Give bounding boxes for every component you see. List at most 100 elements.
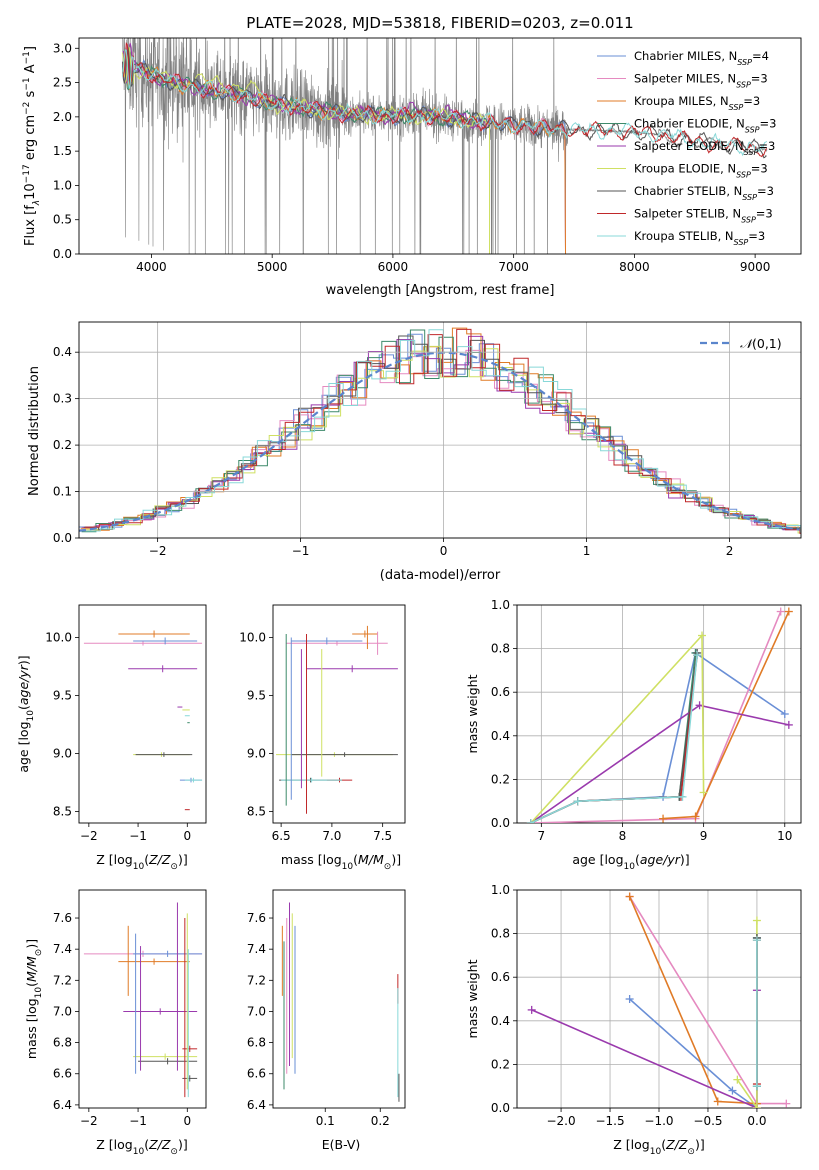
y-tick-label: 6.4	[247, 1098, 266, 1112]
label-part: 10	[26, 710, 36, 722]
label-part: SSP	[744, 148, 759, 157]
label-part: ⊙	[34, 949, 44, 957]
y-tick-label: 2.0	[53, 110, 72, 124]
label-part: (	[661, 1137, 666, 1152]
y-axis-label: mass [log10(M/M⊙)]	[24, 939, 44, 1059]
y-tick-label: 0.4	[53, 345, 72, 359]
y-axis-label: mass weight	[465, 959, 480, 1038]
x-tick-label: 0	[183, 1114, 191, 1128]
y-tick-label: 7.4	[53, 942, 72, 956]
label-part: SSP	[729, 103, 744, 112]
label-part: ⊙	[170, 862, 178, 872]
legend-label: Chabrier ELODIE, NSSP=3	[634, 117, 776, 135]
label-part: (	[144, 852, 149, 867]
label-part: =3	[748, 229, 765, 243]
label-part: mass weight	[465, 959, 480, 1038]
label-part: )]	[178, 852, 188, 867]
y-tick-label: 6.6	[247, 1067, 266, 1081]
spectrum-ylabel: Flux [fλ10−17 erg cm−2 s−1 A−1]	[22, 46, 42, 246]
y-tick-label: 0.8	[491, 927, 510, 941]
axes-frame	[272, 889, 406, 1109]
histogram-legend: 𝒩(0,1)	[700, 336, 782, 351]
label-part: =3	[760, 117, 777, 131]
label-part: Chabrier ELODIE, N	[634, 117, 745, 131]
y-tick-label: 7.6	[53, 911, 72, 925]
legend-label: Kroupa MILES, NSSP=3	[634, 94, 760, 112]
y-tick-label: 3.0	[53, 41, 72, 55]
x-tick-label: 8000	[619, 260, 650, 274]
y-tick-label: 0.4	[491, 729, 510, 743]
label-part: SSP	[736, 80, 751, 89]
label-part: erg cm	[23, 115, 38, 164]
legend-label: Kroupa STELIB, NSSP=3	[634, 229, 765, 247]
panel-plot-area	[83, 630, 203, 811]
model-spectrum-line	[122, 42, 768, 158]
x-tick-label: 9	[700, 829, 708, 843]
y-tick-label: 0.2	[491, 1057, 510, 1071]
label-part: −1	[22, 51, 32, 64]
x-tick-label: −1	[292, 544, 310, 558]
x-tick-label: −0.5	[693, 1114, 722, 1128]
y-tick-label: 0.2	[53, 438, 72, 452]
label-part: SSP	[745, 125, 760, 134]
x-tick-label: 1	[583, 544, 591, 558]
observed-spectrum	[122, 38, 768, 254]
label-part: mass weight	[465, 674, 480, 753]
label-part: Salpeter MILES, N	[634, 72, 736, 86]
label-part: ]	[23, 46, 38, 51]
label-part: Kroupa ELODIE, N	[634, 162, 736, 176]
model-spectrum-line	[122, 46, 490, 254]
mass-vs-metallicity-panel: −2 −1 06.46.66.87.07.27.47.6Z [log10(Z/Z⊙)…	[24, 889, 207, 1157]
y-tick-label: 1.5	[53, 144, 72, 158]
panel-axes: −2.0 −1.5 −1.0 −0.5 0.0 0.0 0.2 0.4 0.6 0.8 1.0	[491, 883, 802, 1128]
panel-axes: 0.1 0.2 6.4 6.6 6.8 7.0 7.2 7.4 7.6	[247, 889, 406, 1128]
panel-plot-area	[276, 625, 398, 814]
legend-label: Salpeter STELIB, NSSP=3	[634, 207, 773, 225]
label-part: ⊙	[687, 1147, 695, 1157]
y-tick-label: 8.5	[247, 804, 266, 818]
y-tick-label: 0.5	[53, 213, 72, 227]
label-part: =3	[758, 139, 775, 153]
residual-histogram-panel: −2 −1 0 1 2 0.0 0.1 0.2 0.3 0.4 (data-model)/erro…	[27, 321, 802, 583]
panel-plot-area	[526, 607, 793, 823]
y-tick-label: 10.0	[45, 630, 72, 644]
x-tick-label: 5000	[257, 260, 288, 274]
x-tick-label: −1.0	[644, 1114, 673, 1128]
legend-label: 𝒩(0,1)	[740, 336, 782, 351]
y-tick-label: 0.3	[53, 392, 72, 406]
x-tick-label: 6000	[378, 260, 409, 274]
y-tick-label: 9.5	[53, 688, 72, 702]
label-part: age [log	[572, 852, 623, 867]
label-part: mass [log	[24, 998, 39, 1059]
label-part: Chabrier STELIB, N	[634, 184, 742, 198]
x-tick-label: −2	[80, 1114, 98, 1128]
y-tick-label: 7.2	[53, 973, 72, 987]
label-part: Kroupa MILES, N	[634, 94, 729, 108]
panel-axes: 7 8 9 10 0.0 0.2 0.4 0.6 0.8 1.0	[491, 598, 802, 843]
legend-label: Kroupa ELODIE, NSSP=3	[634, 162, 768, 180]
y-tick-label: 1.0	[491, 883, 510, 897]
label-part: Z [log	[613, 1137, 649, 1152]
x-axis-label: Z [log10(Z/Z⊙)]	[96, 1137, 187, 1157]
panel-plot-area	[83, 902, 203, 1098]
y-tick-label: 7.4	[247, 942, 266, 956]
x-tick-label: −2	[80, 829, 98, 843]
y-tick-label: 7.0	[53, 1004, 72, 1018]
label-part: Z/Z	[148, 852, 171, 867]
label-part: )]	[391, 852, 401, 867]
y-axis-label: age [log10(age/yr)]	[16, 655, 36, 772]
x-tick-label: −1.5	[595, 1114, 624, 1128]
label-part: SSP	[736, 170, 751, 179]
label-part: =3	[757, 184, 774, 198]
panel-plot-area	[281, 902, 400, 1102]
label-part: M/M	[24, 956, 39, 982]
y-tick-label: 6.8	[247, 1036, 266, 1050]
spectrum-plot-area	[122, 38, 768, 254]
y-tick-label: 0.0	[491, 1101, 510, 1115]
y-tick-label: 7.2	[247, 973, 266, 987]
spectrum-panel: PLATE=2028, MJD=53818, FIBERID=0203, z=0…	[22, 14, 802, 298]
label-part: )]	[16, 655, 31, 665]
label-part: (	[353, 852, 358, 867]
